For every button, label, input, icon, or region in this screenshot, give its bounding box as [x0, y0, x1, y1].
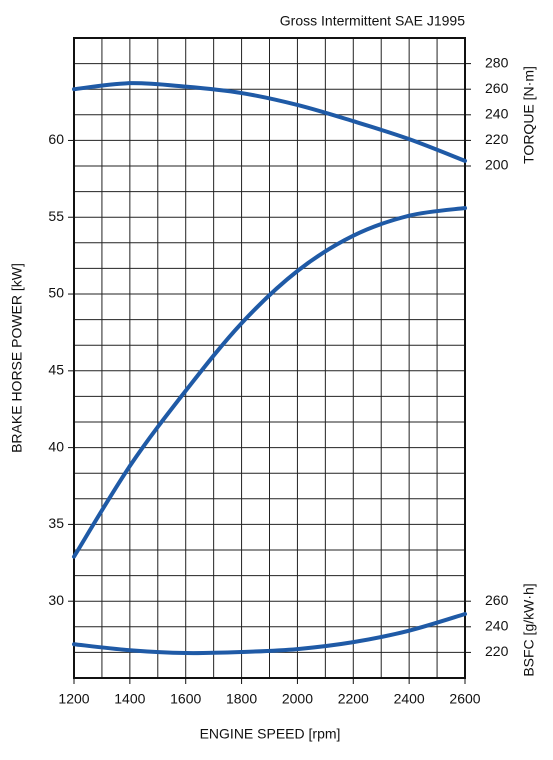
plot-frame: [73, 37, 466, 679]
y-axis-label: BRAKE HORSE POWER [kW]: [9, 263, 25, 453]
x-tick-label: 2600: [449, 691, 480, 707]
y-tick-label: 40: [48, 438, 64, 454]
x-axis-label: ENGINE SPEED [rpm]: [200, 726, 341, 742]
y2-tick-label: 260: [485, 80, 509, 96]
y-tick-label: 50: [48, 285, 64, 301]
y-tick-label: 45: [48, 362, 64, 378]
x-tick-label: 1800: [226, 691, 257, 707]
x-tick-label: 1600: [170, 691, 201, 707]
x-tick-label: 2400: [394, 691, 425, 707]
x-tick-label: 1200: [58, 691, 89, 707]
x-tick-label: 2200: [338, 691, 369, 707]
y-tick-label: 55: [48, 208, 64, 224]
y3-tick-label: 240: [485, 618, 509, 634]
y2-axis-label: TORQUE [N·m]: [521, 66, 537, 164]
y2-tick-label: 200: [485, 157, 509, 173]
curve: [72, 612, 467, 656]
y3-tick-label: 260: [485, 592, 509, 608]
y-tick-label: 30: [48, 592, 64, 608]
y3-axis-label: BSFC [g/kW·h]: [521, 583, 537, 676]
chart-title: Gross Intermittent SAE J1995: [280, 13, 465, 29]
x-tick-label: 1400: [114, 691, 145, 707]
y-tick-label: 60: [48, 131, 64, 147]
y3-tick-label: 220: [485, 643, 509, 659]
curve: [72, 81, 467, 163]
x-tick-label: 2000: [282, 691, 313, 707]
y2-tick-label: 220: [485, 131, 509, 147]
y2-tick-label: 240: [485, 106, 509, 122]
curve: [72, 206, 467, 559]
y2-tick-label: 280: [485, 54, 509, 70]
y-tick-label: 35: [48, 515, 64, 531]
